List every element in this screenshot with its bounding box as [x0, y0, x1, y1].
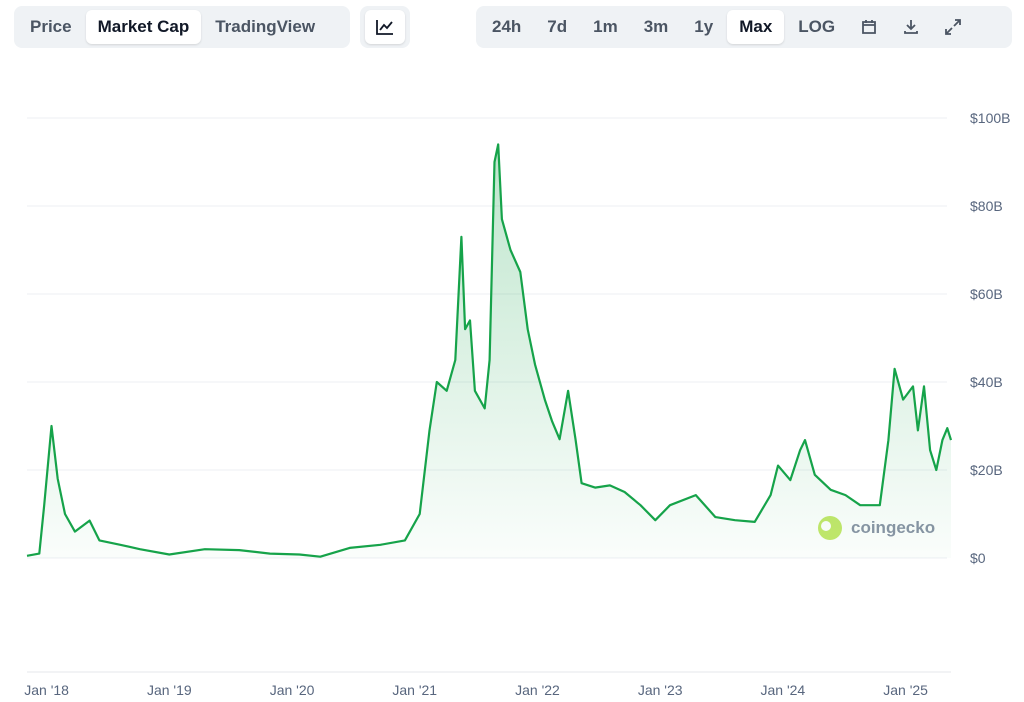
range-button[interactable]: 1y — [694, 17, 714, 36]
tab[interactable]: Price — [30, 17, 72, 36]
icon — [945, 19, 962, 35]
y-tick-label: $20B — [970, 462, 1003, 478]
icon — [904, 20, 919, 34]
x-tick-label: Jan '18 — [24, 682, 69, 698]
icon-button[interactable] — [849, 10, 889, 44]
range-tabs: 24h 7d 1m 3m 1y Max LOG — [476, 6, 1012, 48]
area — [27, 144, 951, 558]
icon-button[interactable] — [933, 10, 973, 44]
x-tick-label: Jan '21 — [392, 682, 437, 698]
range-button[interactable]: 1m — [593, 17, 618, 36]
x-tick-label: Jan '25 — [883, 682, 928, 698]
line — [26, 143, 953, 558]
x-tick-label: Jan '20 — [270, 682, 315, 698]
x-tick-label: Jan '24 — [761, 682, 806, 698]
y-tick-label: $40B — [970, 374, 1003, 390]
icon — [376, 20, 393, 35]
y-tick-label: $0 — [970, 550, 986, 566]
y-tick-label: $80B — [970, 198, 1003, 214]
tab[interactable]: Market Cap — [85, 10, 202, 44]
x-tick-label: Jan '23 — [638, 682, 683, 698]
range-button[interactable]: 7d — [547, 17, 568, 36]
y-tick-label: $60B — [970, 286, 1003, 302]
tab[interactable]: TradingView — [215, 17, 316, 36]
icon-button[interactable] — [891, 10, 931, 44]
x-tick-label: Jan '19 — [147, 682, 192, 698]
range-button[interactable]: Max — [727, 10, 785, 44]
line-chart-button[interactable] — [365, 10, 405, 44]
range-button[interactable]: 3m — [643, 17, 669, 36]
chart-type-tabs: Price Market Cap TradingView — [14, 6, 350, 48]
range-button[interactable]: 24h — [492, 17, 522, 36]
y-tick-label: $100B — [970, 110, 1010, 126]
icon — [862, 20, 877, 34]
x-tick-label: Jan '22 — [515, 682, 560, 698]
range-button[interactable]: LOG — [798, 17, 836, 36]
chart-style-group — [360, 6, 410, 48]
